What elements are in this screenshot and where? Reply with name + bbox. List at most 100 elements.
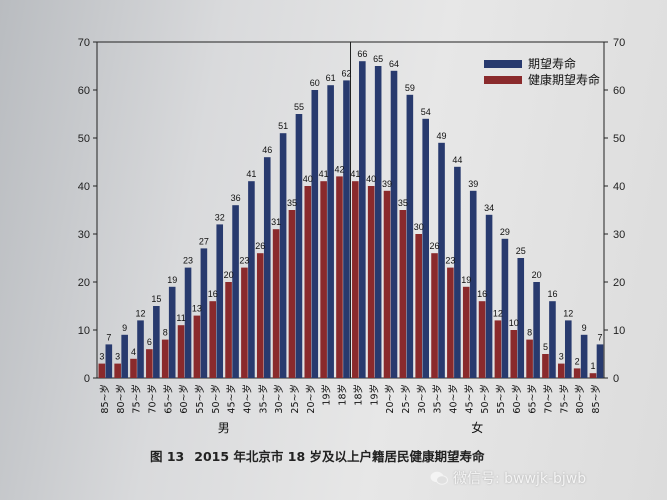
x-tick-label: 18岁	[352, 384, 364, 406]
legend-swatch-health-life-expectancy	[484, 76, 522, 84]
value-label-life-expectancy: 16	[547, 289, 557, 299]
x-tick-label: 19岁	[368, 384, 380, 406]
x-tick-label: 50~岁	[479, 384, 491, 414]
bar-life-expectancy	[327, 85, 334, 378]
bar-life-expectancy	[596, 344, 604, 378]
value-label-life-expectancy: 66	[357, 49, 367, 59]
group-label-male: 男	[218, 421, 230, 435]
y-tick-label-left: 20	[78, 277, 90, 289]
bar-health-life-expectancy	[542, 354, 549, 378]
watermark-text: 微信号: bwwjk-bjwb	[453, 471, 587, 487]
value-label-life-expectancy: 54	[421, 107, 431, 117]
bar-life-expectancy	[200, 248, 208, 378]
x-tick-label: 70~岁	[543, 384, 555, 414]
bar-life-expectancy	[248, 181, 255, 378]
value-label-life-expectancy: 7	[597, 332, 602, 342]
value-label-health-life-expectancy: 19	[461, 275, 471, 285]
x-tick-label: 30~岁	[273, 384, 285, 414]
bar-life-expectancy	[184, 267, 192, 378]
bar-health-life-expectancy	[573, 368, 581, 378]
x-tick-label: 45~岁	[226, 384, 238, 414]
figure-title: 2015 年北京市 18 岁及以上户籍居民健康期望寿命	[194, 449, 485, 464]
bar-life-expectancy	[406, 94, 414, 379]
value-label-life-expectancy: 61	[326, 73, 336, 83]
x-tick-label: 30~岁	[416, 384, 428, 414]
value-label-life-expectancy: 9	[122, 323, 127, 333]
bar-health-life-expectancy	[510, 330, 518, 378]
bar-life-expectancy	[374, 66, 382, 378]
x-tick-label: 75~岁	[131, 384, 143, 414]
x-tick-label: 85~岁	[99, 384, 111, 414]
x-tick-label: 20~岁	[384, 384, 396, 414]
bar-health-life-expectancy	[209, 301, 217, 378]
value-label-health-life-expectancy: 10	[509, 318, 519, 328]
bar-life-expectancy	[263, 157, 271, 378]
x-tick-label: 25~岁	[400, 384, 412, 414]
bar-health-life-expectancy	[130, 358, 137, 378]
value-label-life-expectancy: 64	[389, 59, 399, 69]
value-label-life-expectancy: 32	[215, 212, 225, 222]
value-label-health-life-expectancy: 35	[398, 198, 408, 208]
wechat-icon	[430, 471, 448, 485]
value-label-health-life-expectancy: 13	[192, 304, 202, 314]
bar-life-expectancy	[295, 114, 303, 378]
value-label-life-expectancy: 41	[246, 169, 256, 179]
value-label-health-life-expectancy: 12	[493, 308, 503, 318]
x-tick-label: 80~岁	[574, 384, 586, 414]
bar-health-life-expectancy	[161, 339, 169, 378]
value-label-health-life-expectancy: 41	[350, 169, 360, 179]
bar-health-life-expectancy	[320, 181, 327, 378]
value-label-life-expectancy: 60	[310, 78, 320, 88]
y-tick-label-left: 70	[78, 37, 90, 49]
value-label-health-life-expectancy: 31	[271, 217, 281, 227]
bar-health-life-expectancy	[272, 229, 280, 378]
bar-health-life-expectancy	[399, 210, 407, 378]
bar-life-expectancy	[438, 142, 445, 378]
bar-life-expectancy	[517, 258, 525, 378]
bar-health-life-expectancy	[193, 315, 201, 378]
x-tick-label: 40~岁	[447, 384, 459, 414]
value-label-health-life-expectancy: 41	[319, 169, 329, 179]
y-tick-label-left: 60	[78, 85, 90, 97]
bar-health-life-expectancy	[241, 267, 248, 378]
bar-health-life-expectancy	[256, 253, 264, 378]
value-label-health-life-expectancy: 3	[559, 352, 564, 362]
value-label-life-expectancy: 15	[151, 294, 161, 304]
y-tick-label-left: 10	[78, 325, 90, 337]
value-label-life-expectancy: 27	[199, 236, 209, 246]
legend-label-health-life-expectancy: 健康期望寿命	[528, 72, 600, 87]
x-tick-label: 55~岁	[194, 384, 206, 414]
x-tick-label: 45~岁	[463, 384, 475, 414]
value-label-health-life-expectancy: 5	[543, 342, 548, 352]
bar-health-life-expectancy	[225, 282, 232, 378]
bar-life-expectancy	[533, 282, 540, 378]
bar-health-life-expectancy	[177, 325, 185, 378]
bar-life-expectancy	[564, 320, 572, 378]
group-labels: 男女	[218, 420, 484, 435]
x-tick-label: 85~岁	[590, 384, 602, 414]
y-tick-label-right: 10	[613, 325, 625, 337]
value-label-health-life-expectancy: 4	[131, 347, 136, 357]
x-tick-label: 55~岁	[495, 384, 507, 414]
legend-swatch-life-expectancy	[484, 60, 522, 68]
value-label-health-life-expectancy: 23	[239, 256, 249, 266]
bar-health-life-expectancy	[146, 349, 153, 378]
x-tick-label: 19岁	[321, 384, 333, 406]
x-tick-label: 20~岁	[305, 384, 317, 414]
bar-health-life-expectancy	[98, 363, 106, 378]
y-tick-label-left: 0	[84, 373, 90, 385]
category-labels: 85~岁 80~岁 75~岁 70~岁 65~岁 60~岁 55~岁 50~岁 45~岁 40~岁…	[99, 384, 602, 414]
bar-health-life-expectancy	[478, 301, 486, 378]
value-label-life-expectancy: 12	[563, 308, 573, 318]
bar-life-expectancy	[216, 224, 224, 378]
value-label-life-expectancy: 39	[468, 179, 478, 189]
y-tick-label-right: 0	[613, 373, 619, 385]
x-tick-label: 65~岁	[162, 384, 174, 414]
bar-life-expectancy	[390, 70, 398, 379]
bar-life-expectancy	[485, 214, 493, 378]
value-label-health-life-expectancy: 16	[477, 289, 487, 299]
bar-health-life-expectancy	[304, 186, 312, 378]
bars	[98, 61, 604, 379]
bar-life-expectancy	[422, 118, 429, 379]
